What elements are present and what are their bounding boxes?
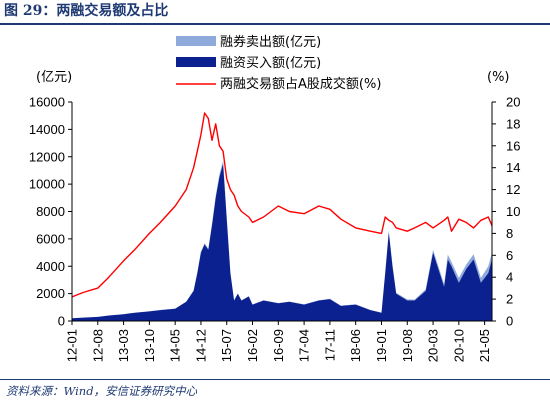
left-axis-unit: (亿元) — [36, 70, 72, 85]
right-tick-label: 4 — [506, 270, 513, 285]
left-tick-label: 10000 — [29, 177, 65, 192]
right-tick-label: 10 — [506, 204, 520, 219]
right-tick-label: 6 — [506, 248, 513, 263]
right-tick-label: 20 — [506, 95, 520, 110]
x-tick-label: 19-01 — [374, 329, 389, 362]
plot-area — [71, 112, 493, 321]
x-tick-label: 19-08 — [400, 329, 415, 362]
x-tick-label: 16-02 — [245, 329, 260, 362]
legend-label-buy: 融资买入额(亿元) — [220, 56, 321, 71]
right-tick-label: 14 — [506, 160, 520, 175]
right-tick-label: 12 — [506, 182, 520, 197]
x-tick-label: 14-05 — [168, 329, 183, 362]
left-tick-label: 2000 — [36, 286, 65, 301]
x-tick-label: 20-10 — [451, 329, 466, 362]
x-tick-label: 17-04 — [297, 329, 312, 362]
x-tick-label: 12-01 — [65, 329, 80, 362]
left-tick-label: 12000 — [29, 149, 65, 164]
right-tick-label: 16 — [506, 138, 520, 153]
title-rule — [0, 23, 550, 25]
x-tick-label: 12-08 — [90, 329, 105, 362]
series-line-ratio — [71, 112, 493, 298]
right-tick-label: 0 — [506, 314, 513, 329]
figure-title: 图 29：两融交易额及占比 — [4, 3, 169, 19]
axes: 0 2000 4000 6000 8000 10000 12000 14000 16000 0 2 4… — [29, 70, 521, 362]
right-tick-label: 8 — [506, 226, 513, 241]
legend: 融券卖出额(亿元) 融资买入额(亿元) 两融交易额占A股成交额(%) — [176, 34, 381, 92]
chart-svg: 0 2000 4000 6000 8000 10000 12000 14000 16000 0 2 4… — [29, 34, 521, 362]
legend-label-sell: 融券卖出额(亿元) — [220, 34, 321, 50]
series-area-buy — [72, 163, 492, 321]
source-rule — [0, 379, 550, 380]
x-tick-label: 20-03 — [426, 329, 441, 362]
legend-label-ratio: 两融交易额占A股成交额(%) — [220, 76, 381, 92]
right-tick-label: 2 — [506, 292, 513, 307]
right-tick-label: 18 — [506, 116, 520, 131]
x-tick-label: 18-06 — [348, 329, 363, 362]
x-tick-label: 15-07 — [219, 329, 234, 362]
x-tick-label: 16-09 — [271, 329, 286, 362]
x-tick-label: 13-03 — [116, 329, 131, 362]
x-tick-label: 14-12 — [193, 329, 208, 362]
left-tick-label: 16000 — [29, 95, 65, 110]
right-axis-unit: (%) — [487, 70, 510, 85]
x-tick-label: 13-10 — [142, 329, 157, 362]
x-tick-label: 17-11 — [322, 329, 337, 361]
source-note: 资料来源：Wind，安信证券研究中心 — [6, 384, 198, 398]
x-tick-label: 21-05 — [477, 329, 492, 362]
legend-swatch-sell — [176, 36, 216, 46]
left-tick-label: 4000 — [36, 259, 65, 274]
left-tick-label: 6000 — [36, 231, 65, 246]
left-tick-label: 14000 — [29, 122, 65, 137]
legend-swatch-buy — [176, 57, 216, 67]
left-tick-label: 8000 — [36, 204, 65, 219]
left-tick-label: 0 — [58, 314, 65, 329]
